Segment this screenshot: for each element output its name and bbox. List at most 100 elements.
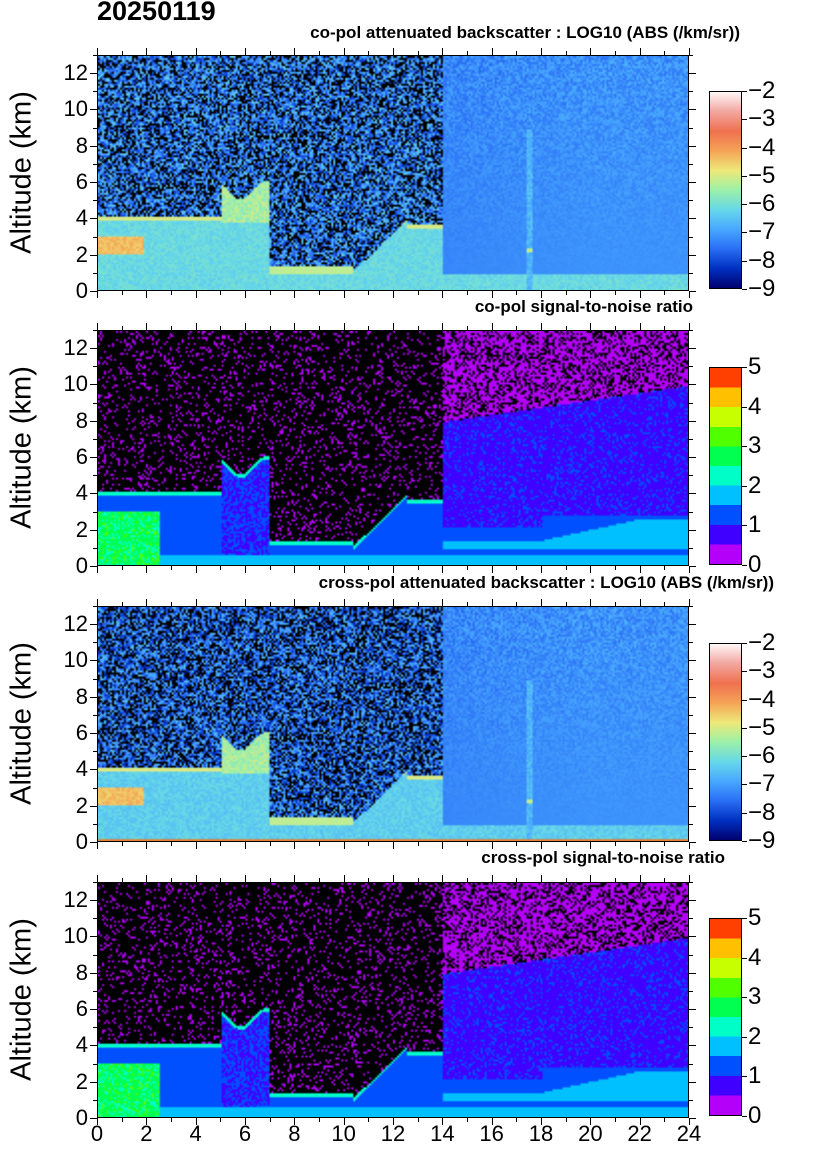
y-tick-mark — [689, 529, 696, 531]
y-tick-mark — [93, 1099, 97, 1101]
y-tick-mark — [90, 348, 97, 350]
colorbar — [709, 643, 742, 841]
colorbar-tick-mark — [742, 1116, 747, 1117]
y-tick-label: 2 — [75, 241, 88, 267]
colorbar-tick-label: −6 — [748, 742, 776, 770]
x-tick-mark — [590, 566, 592, 573]
x-tick-mark — [343, 566, 345, 573]
x-tick-mark — [689, 599, 690, 606]
x-tick-mark — [615, 602, 616, 606]
colorbar-tick-label: 1 — [748, 1062, 762, 1090]
y-tick-label: 0 — [75, 1105, 88, 1130]
x-tick-mark — [491, 566, 493, 573]
x-tick-mark — [442, 599, 444, 606]
y-tick-mark — [90, 936, 97, 938]
y-tick-mark — [689, 384, 696, 386]
colorbar-tick-mark — [742, 525, 747, 527]
colorbar-tick-mark — [742, 406, 747, 408]
y-axis-label: Altitude (km) — [5, 642, 38, 805]
colorbar — [709, 367, 742, 565]
colorbar-tick-mark — [742, 446, 747, 448]
x-tick-mark — [689, 875, 690, 882]
colorbar-tick-mark — [742, 204, 747, 206]
x-tick-mark — [467, 326, 468, 330]
y-tick-mark — [93, 954, 97, 956]
x-tick-mark — [368, 878, 370, 882]
x-tick-mark — [491, 599, 493, 606]
y-tick-mark — [689, 475, 693, 477]
colorbar-tick-label: −4 — [748, 133, 776, 161]
x-tick-mark — [294, 842, 296, 849]
x-tick-mark — [171, 842, 172, 846]
y-tick-mark — [689, 109, 696, 111]
x-tick-mark — [319, 1118, 320, 1122]
colorbar-tick-mark — [742, 147, 747, 149]
x-tick-mark — [393, 599, 394, 606]
x-tick-mark — [565, 602, 567, 606]
y-tick-mark — [93, 990, 97, 992]
x-tick-label: 8 — [288, 1121, 301, 1146]
x-tick-mark — [195, 323, 197, 330]
x-tick-mark — [615, 291, 616, 295]
x-tick-mark — [269, 326, 271, 330]
y-tick-mark — [93, 751, 97, 753]
x-tick-mark — [615, 1118, 616, 1122]
x-tick-mark — [541, 323, 542, 330]
y-tick-mark — [689, 1099, 693, 1101]
colorbar-tick-label: 5 — [748, 353, 762, 380]
y-tick-mark — [689, 1009, 696, 1011]
x-tick-mark — [220, 51, 222, 55]
y-axis-label: Altitude (km) — [5, 91, 38, 254]
y-tick-mark — [689, 182, 696, 184]
x-tick-mark — [689, 291, 690, 298]
x-tick-mark — [491, 48, 493, 55]
x-tick-mark — [639, 875, 641, 882]
y-tick-mark — [90, 769, 97, 771]
y-tick-label: 2 — [75, 1068, 88, 1094]
x-tick-mark — [294, 48, 296, 55]
x-tick-mark — [343, 1118, 345, 1125]
x-tick-mark — [541, 566, 542, 573]
y-tick-mark — [689, 805, 696, 807]
colorbar-tick-mark — [742, 957, 747, 959]
colorbar-tick-mark — [742, 260, 747, 262]
x-tick-mark — [245, 842, 246, 849]
y-tick-mark — [689, 1118, 696, 1119]
colorbar-tick-label: −5 — [748, 161, 776, 189]
colorbar-tick-mark — [742, 175, 747, 177]
y-tick-label: 0 — [75, 553, 88, 578]
y-tick-label: 10 — [63, 371, 88, 397]
x-tick-mark — [245, 566, 246, 573]
x-tick-mark — [171, 326, 172, 330]
x-tick-mark — [491, 875, 493, 882]
heatmap-plot — [97, 55, 689, 291]
x-tick-mark — [689, 566, 690, 573]
x-tick-mark — [368, 602, 370, 606]
y-tick-mark — [689, 1027, 693, 1029]
y-tick-mark — [90, 420, 97, 422]
colorbar-tick-label: 2 — [748, 1022, 762, 1050]
x-tick-mark — [467, 566, 468, 570]
y-tick-mark — [689, 1081, 696, 1083]
x-tick-mark — [368, 1118, 370, 1122]
x-tick-mark — [442, 48, 444, 55]
y-tick-mark — [689, 254, 696, 256]
x-tick-mark — [590, 323, 592, 330]
x-tick-mark — [590, 875, 592, 882]
y-tick-mark — [689, 624, 696, 626]
y-tick-mark — [90, 1081, 97, 1083]
x-tick-mark — [664, 1118, 666, 1122]
y-tick-label: 6 — [75, 444, 88, 470]
colorbar-tick-mark — [742, 91, 747, 92]
y-tick-label: 6 — [75, 720, 88, 746]
x-tick-mark — [516, 326, 518, 330]
x-tick-mark — [269, 602, 271, 606]
x-tick-label: 0 — [90, 1121, 104, 1146]
y-tick-mark — [689, 511, 693, 513]
y-tick-mark — [689, 696, 696, 698]
y-tick-mark — [90, 73, 97, 75]
x-tick-mark — [146, 875, 148, 882]
x-tick-mark — [220, 602, 222, 606]
y-tick-label: 6 — [75, 169, 88, 195]
x-tick-mark — [516, 1118, 518, 1122]
